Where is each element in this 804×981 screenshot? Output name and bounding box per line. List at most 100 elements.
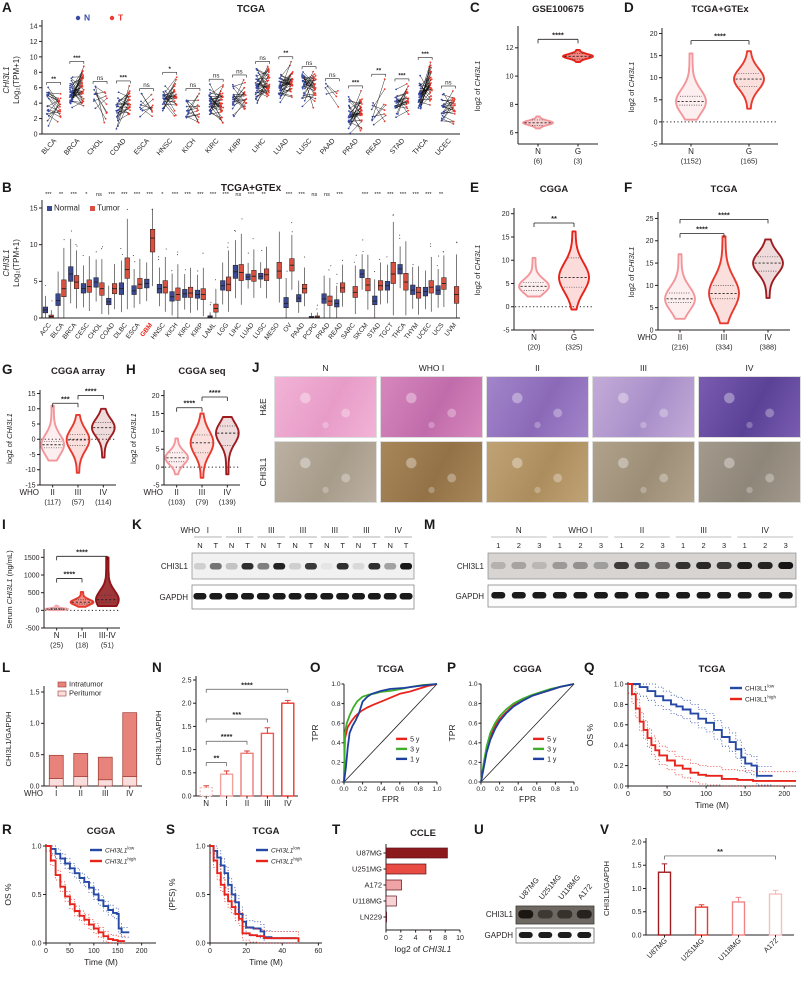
svg-text:20: 20 (502, 211, 510, 218)
svg-text:50: 50 (663, 791, 671, 798)
svg-text:COAD: COAD (99, 322, 116, 342)
svg-text:0: 0 (384, 935, 388, 942)
svg-text:5 y: 5 y (547, 736, 557, 743)
svg-text:U87MG: U87MG (645, 936, 669, 960)
svg-text:A172: A172 (364, 881, 382, 890)
svg-text:150: 150 (739, 791, 751, 798)
svg-text:2: 2 (34, 116, 38, 123)
svg-text:WHO: WHO (143, 488, 163, 497)
svg-text:15: 15 (28, 391, 36, 398)
svg-text:II: II (245, 799, 249, 808)
panel-J-image-chi3l1-3 (592, 441, 695, 503)
svg-text:ns: ns (97, 75, 104, 82)
panel-P: P CGGA 0.0 0.0 0.2 0.2 0.4 0.4 0.6 0.6 0.8 0.8 1.0 1… (445, 660, 582, 822)
panel-L: L 0.0 0.5 1.0 1.5 CHI3L1/GAPDH Intratumor Peri… (0, 660, 150, 822)
svg-text:10: 10 (456, 935, 464, 942)
svg-text:CHI3L1/GAPDH: CHI3L1/GAPDH (4, 712, 13, 767)
panel-M-blot: N 1 2 3 WHO I 1 2 3 II 1 2 3 III 1 2 3 IV 1 2 3 CHI3L1 GAPDH (456, 526, 797, 608)
svg-text:ns: ns (190, 82, 197, 89)
svg-text:15: 15 (646, 260, 654, 267)
svg-text:log2 of CHI3L1: log2 of CHI3L1 (473, 245, 482, 296)
svg-text:CHI3L1: CHI3L1 (457, 562, 485, 571)
svg-text:8: 8 (510, 102, 514, 109)
svg-text:TCGA: TCGA (377, 664, 404, 675)
svg-text:2: 2 (763, 541, 767, 550)
panel-T-letter: T (332, 822, 341, 837)
svg-text:N: N (388, 541, 393, 550)
svg-text:0.2: 0.2 (495, 786, 504, 793)
panel-V: V 0.0 0.5 1.0 1.5 2.0 CHI3L1/GAPDH U87MG U251MG… (598, 822, 804, 981)
svg-text:60: 60 (314, 948, 322, 955)
svg-text:log2 of CHI3L1: log2 of CHI3L1 (5, 413, 14, 464)
panel-O: O TCGA 0.0 0.0 0.2 0.2 0.4 0.4 0.6 0.6 0.8 0.8 1.0 1… (308, 660, 445, 822)
svg-text:(334): (334) (715, 343, 732, 352)
svg-text:15: 15 (650, 53, 658, 60)
svg-text:III: III (300, 526, 307, 535)
panel-E: E CGGA -5 0 5 10 15 20 log2 of CHI3L1 N (20) G (325… (468, 180, 620, 362)
panel-A-letter: A (2, 0, 12, 15)
svg-text:TCGA+GTEx: TCGA+GTEx (221, 183, 282, 194)
panel-J-image-h-e-4 (698, 376, 801, 438)
svg-text:0.5: 0.5 (32, 892, 42, 899)
svg-text:****: **** (714, 32, 726, 41)
svg-text:20: 20 (650, 31, 658, 38)
panel-J-row-label: CHI3L1 (258, 457, 268, 487)
svg-text:N: N (531, 333, 537, 342)
svg-text:10: 10 (30, 242, 38, 249)
panel-J-letter: J (252, 360, 260, 375)
svg-text:WHO I: WHO I (568, 526, 592, 535)
svg-text:1.5: 1.5 (632, 863, 642, 870)
svg-text:U251MG: U251MG (352, 865, 382, 874)
svg-text:T: T (340, 541, 345, 550)
svg-text:IV: IV (126, 789, 134, 798)
svg-text:1 y: 1 y (547, 756, 557, 763)
svg-text:T: T (118, 13, 124, 23)
svg-text:ns: ns (236, 68, 243, 75)
svg-text:***: *** (422, 51, 430, 58)
svg-text:0: 0 (36, 608, 40, 615)
svg-text:10: 10 (152, 429, 160, 436)
svg-text:CHI3L1high: CHI3L1high (745, 695, 776, 704)
svg-text:0: 0 (208, 948, 212, 955)
svg-text:N: N (516, 526, 522, 535)
svg-text:N: N (535, 147, 541, 156)
svg-text:***: *** (387, 192, 394, 198)
svg-text:0.4: 0.4 (331, 740, 340, 747)
svg-text:100: 100 (88, 948, 100, 955)
svg-text:***: *** (134, 192, 141, 198)
svg-text:log2 of CHI3L1: log2 of CHI3L1 (627, 62, 636, 113)
svg-text:***: *** (412, 192, 419, 198)
panel-J-image-h-e-3 (592, 376, 695, 438)
svg-text:LAML: LAML (201, 322, 217, 340)
svg-text:1.5: 1.5 (182, 724, 192, 731)
svg-text:N: N (203, 799, 209, 808)
svg-text:CHI3L1: CHI3L1 (2, 66, 11, 93)
svg-text:10: 10 (30, 54, 38, 61)
panel-M: M N 1 2 3 WHO I 1 2 3 II 1 2 3 III 1 2 3 IV 1 2 3 CHI3L1 GAPD… (422, 517, 804, 660)
panel-J-col-label: IV (745, 363, 754, 373)
svg-text:1: 1 (496, 541, 500, 550)
svg-text:****: **** (85, 386, 97, 395)
svg-text:N: N (688, 147, 694, 156)
svg-text:HNSC: HNSC (156, 138, 174, 157)
panel-B: B TCGA+GTEx 0 5 10 15 CHI3L1 Log₂(TPM+1) Normal… (0, 180, 464, 362)
svg-text:ns: ns (213, 73, 220, 80)
svg-text:-5: -5 (29, 452, 35, 459)
svg-text:IV: IV (761, 526, 769, 535)
svg-text:3: 3 (722, 541, 726, 550)
svg-text:***: *** (248, 192, 255, 198)
svg-text:**: ** (376, 68, 381, 75)
svg-text:1.0: 1.0 (196, 843, 206, 850)
panel-J-col-label: WHO I (418, 363, 445, 373)
svg-text:0: 0 (34, 315, 38, 322)
panel-C-chart: GSE100675 6 8 10 12 log2 of CHI3L1 N(6) G(3) ***… (473, 4, 598, 166)
svg-text:CHI3L1low: CHI3L1low (271, 846, 301, 855)
svg-text:(PFS) %: (PFS) % (167, 878, 177, 911)
panel-A: A TCGA 0 2 4 6 8 10 12 14 CHI3L1 Log₂(TPM+1) N T ** BL… (0, 0, 464, 180)
svg-text:**: ** (59, 192, 64, 198)
svg-text:100: 100 (700, 791, 712, 798)
svg-text:1: 1 (619, 541, 623, 550)
svg-text:IV: IV (100, 488, 108, 497)
